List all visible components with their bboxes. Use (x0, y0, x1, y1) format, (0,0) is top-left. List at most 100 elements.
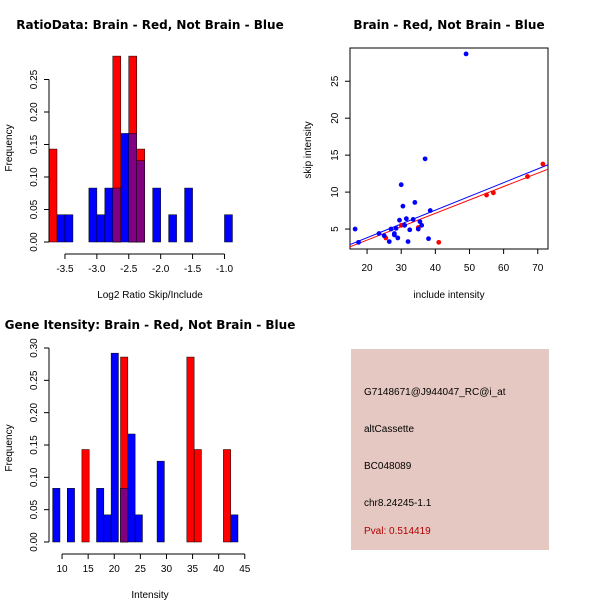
scatter-point-blue (400, 203, 406, 209)
scatter-point-red (436, 239, 442, 245)
ratio-histogram-ylabel: Frequency (4, 124, 15, 171)
ratio-overlap-bar (128, 133, 137, 243)
scatter-point-blue (412, 200, 418, 205)
gene-x-tick-label: 15 (83, 564, 95, 575)
gene-blue-bar (127, 433, 136, 543)
ratio-blue-bar (152, 187, 161, 243)
gene-y-tick-label: 0.10 (29, 467, 40, 487)
ratio-overlap-bar (136, 160, 145, 243)
gene-overlap-bar (120, 488, 129, 543)
scatter-point-blue (415, 226, 421, 232)
ratio-histogram-xlabel: Log2 Ratio Skip/Include (97, 290, 203, 301)
accession: BC048089 (364, 461, 412, 472)
scatter-point-blue (391, 232, 397, 238)
ratio-histogram-bars (48, 55, 233, 243)
ratio-blue-bar (88, 187, 98, 243)
scatter-point-blue (381, 233, 387, 239)
scatter-xlabel: include intensity (413, 290, 484, 301)
gene-red-bar (223, 449, 231, 543)
fit-line-blue (349, 164, 549, 246)
scatter-point-blue (426, 236, 431, 242)
scatter-ylabel: skip intensity (303, 121, 314, 178)
ratio-histogram-axes: -3.5 -3.0 -2.5 -2.0 -1.5 -1.0 0.00 0.05 0.10 0.15… (29, 69, 234, 275)
scatter-point-red (398, 222, 404, 228)
gene-y-tick-label: 0.30 (29, 338, 40, 358)
ratio-blue-bar (56, 214, 66, 243)
gene-histogram-xlabel: Intensity (131, 590, 168, 600)
ratio-red-bar (48, 148, 58, 243)
ratio-blue-bar (120, 133, 130, 243)
event-type: altCassette (364, 424, 415, 435)
gene-x-tick-label: 20 (109, 564, 121, 575)
scatter-point-blue (407, 227, 413, 233)
gene-y-tick-label: 0.15 (29, 435, 40, 455)
ratio-y-tick-label: 0.20 (29, 102, 40, 122)
ratio-y-tick-label: 0.05 (29, 199, 40, 219)
gene-red-bar (81, 449, 90, 543)
gene-intensity-histogram: Gene Itensity: Brain - Red, Not Brain - … (4, 318, 295, 600)
p-value: Pval: 0.514419 (364, 526, 431, 537)
gene-y-tick-label: 0.00 (29, 532, 40, 552)
scatter-point-blue (352, 226, 358, 232)
scatter-point-blue (376, 231, 382, 236)
scatter-plot-box (349, 47, 549, 250)
scatter-point-blue (402, 222, 408, 228)
scatter-y-tick-label: 20 (330, 112, 341, 124)
ratio-x-tick-label: -3.0 (88, 264, 106, 275)
scatter-point-blue (422, 156, 428, 162)
scatter-point-blue (388, 226, 394, 232)
ratio-x-tick-label: -2.0 (152, 264, 170, 275)
ratio-y-tick-label: 0.15 (29, 134, 40, 154)
gene-histogram-axes: 10 15 20 25 30 35 40 45 0.00 0.05 0.10 0.15 0.20 0.25… (29, 338, 251, 575)
gene-red-bar (193, 449, 202, 543)
info-panel: G7148671@J944047_RC@i_at altCassette BC0… (351, 349, 549, 550)
ratio-overlap-bar (112, 187, 122, 243)
genomic-location: chr8.24245-1.1 (364, 498, 432, 509)
scatter-point-blue (393, 225, 399, 231)
gene-blue-bar (110, 352, 119, 543)
scatter-points (352, 51, 546, 245)
gene-blue-bar (134, 514, 143, 543)
ratio-y-tick-label: 0.00 (29, 232, 40, 252)
scatter-title: Brain - Red, Not Brain - Blue (353, 18, 544, 32)
scatter-point-red (490, 190, 496, 196)
ratio-x-tick-label: -1.5 (184, 264, 202, 275)
gene-y-tick-label: 0.20 (29, 402, 40, 422)
gene-x-tick-label: 25 (135, 564, 147, 575)
gene-x-tick-label: 30 (161, 564, 173, 575)
scatter-y-tick-label: 25 (330, 75, 341, 87)
ratio-blue-bar (224, 214, 233, 243)
scatter-y-tick-label: 15 (330, 149, 341, 161)
gene-histogram-bars (52, 352, 239, 543)
scatter-point-red (540, 161, 546, 167)
scatter-x-tick-label: 40 (430, 263, 442, 274)
ratio-blue-bar (96, 214, 106, 243)
ratio-blue-bar (104, 187, 114, 243)
scatter-x-tick-label: 60 (498, 263, 510, 274)
ratio-blue-bar (184, 187, 193, 243)
scatter-point-blue (427, 208, 433, 213)
scatter-point-blue (403, 216, 409, 222)
scatter-x-tick-label: 70 (532, 263, 544, 274)
scatter-y-tick-label: 10 (330, 186, 341, 198)
ratio-x-tick-label: -1.0 (216, 264, 234, 275)
gene-red-bar (186, 356, 195, 543)
ratio-y-tick-label: 0.10 (29, 167, 40, 187)
gene-blue-bar (103, 514, 112, 543)
gene-y-tick-label: 0.25 (29, 370, 40, 390)
scatter-point-blue (356, 239, 361, 245)
scatter-point-blue (398, 182, 404, 188)
gene-x-tick-label: 10 (56, 564, 68, 575)
gene-blue-bar (230, 514, 239, 543)
gene-histogram-title: Gene Itensity: Brain - Red, Not Brain - … (5, 318, 296, 332)
ratio-y-tick-label: 0.25 (29, 69, 40, 89)
scatter-x-tick-label: 50 (464, 263, 476, 274)
scatter-point-blue (417, 219, 423, 225)
gene-blue-bar (96, 488, 105, 543)
ratio-blue-bar (168, 214, 177, 243)
scatter-point-blue (405, 239, 411, 245)
gene-blue-bar (67, 488, 75, 543)
gene-x-tick-label: 40 (213, 564, 225, 575)
gene-histogram-ylabel: Frequency (4, 424, 15, 471)
